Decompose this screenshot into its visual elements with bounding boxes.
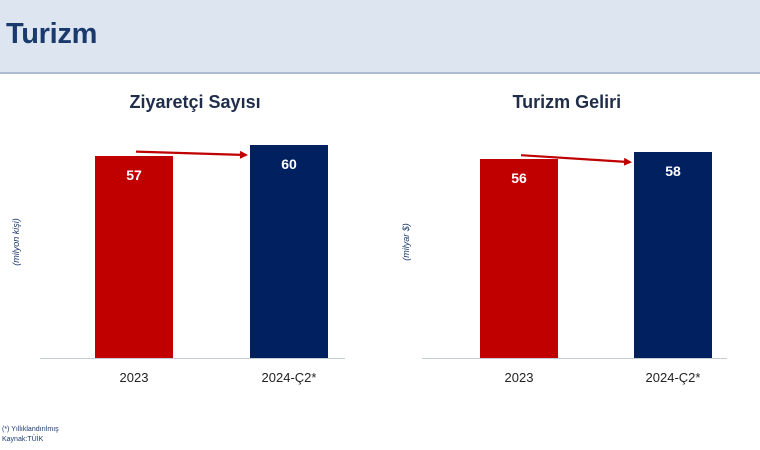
bar-value-label: 60 xyxy=(281,156,297,172)
bar-2023: 56 xyxy=(480,159,558,358)
trend-arrow xyxy=(135,150,248,159)
x-tick-label: 2023 xyxy=(119,370,149,385)
trend-arrow-layer xyxy=(135,150,248,159)
chart-title: Turizm Geliri xyxy=(512,92,622,112)
chart-title: Ziyaretçi Sayısı xyxy=(129,92,261,112)
x-axis-baseline xyxy=(40,358,345,359)
bar-2024-2: 60 xyxy=(250,145,328,358)
x-axis-baseline xyxy=(422,358,727,359)
bar-value-label: 57 xyxy=(126,166,142,183)
bar-value-label: 58 xyxy=(665,163,681,180)
x-tick-label: 2024-Ç2* xyxy=(261,370,317,385)
footnote-source: Kaynak:TÜİK xyxy=(2,436,44,443)
bar-value-label: 56 xyxy=(511,170,527,187)
trend-arrow xyxy=(520,154,632,166)
bar-2023: 57 xyxy=(95,155,173,358)
footnote-annualized: (*) Yıllıklandırılmış xyxy=(2,426,59,433)
chart-visitors: Ziyaretçi Sayısı (milyon kişi) 57 2023 60 202… xyxy=(0,82,360,392)
trend-arrow-layer xyxy=(520,154,632,166)
page-title: Turizm xyxy=(6,18,98,50)
bar-2024-2: 58 xyxy=(634,152,712,358)
x-tick-label: 2024-Ç2* xyxy=(645,370,701,385)
x-tick-label: 2023 xyxy=(504,370,534,385)
chart-tourism-revenue: Turizm Geliri (milyar $) 56 2023 58 2024-Ç2* xyxy=(382,82,742,392)
header-banner: Turizm xyxy=(0,0,760,74)
